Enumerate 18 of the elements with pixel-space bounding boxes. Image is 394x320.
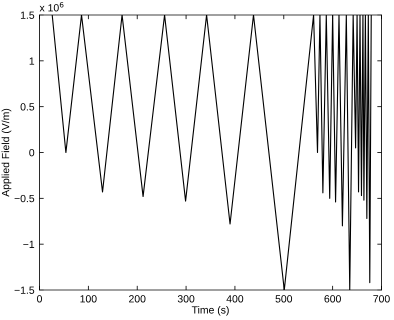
y-tick-label: −0.5 <box>14 194 34 202</box>
x-tick-label: 300 <box>178 295 194 303</box>
x-tick-label: 0 <box>37 295 42 303</box>
x-tick-label: 100 <box>80 295 97 303</box>
y-tick-label: 1 <box>30 57 34 65</box>
x-axis-title: Time (s) <box>192 306 229 316</box>
x-tick-label: 400 <box>226 295 244 303</box>
y-axis-title: Applied Field (V/m) <box>2 108 12 197</box>
y-tick-label: 0 <box>29 149 34 156</box>
y-tick-label: 0.5 <box>20 103 34 111</box>
x-tick-label: 700 <box>373 295 390 303</box>
y-tick-label: −1 <box>23 240 34 248</box>
y-tick-label: −1.5 <box>14 286 34 294</box>
x-tick-label: 200 <box>129 295 146 303</box>
x-tick-label: 500 <box>276 295 292 303</box>
y-tick-label: 1.5 <box>20 12 34 19</box>
x-tick-label: 600 <box>324 295 341 303</box>
text: x 10$^{6}$ <box>40 2 64 12</box>
